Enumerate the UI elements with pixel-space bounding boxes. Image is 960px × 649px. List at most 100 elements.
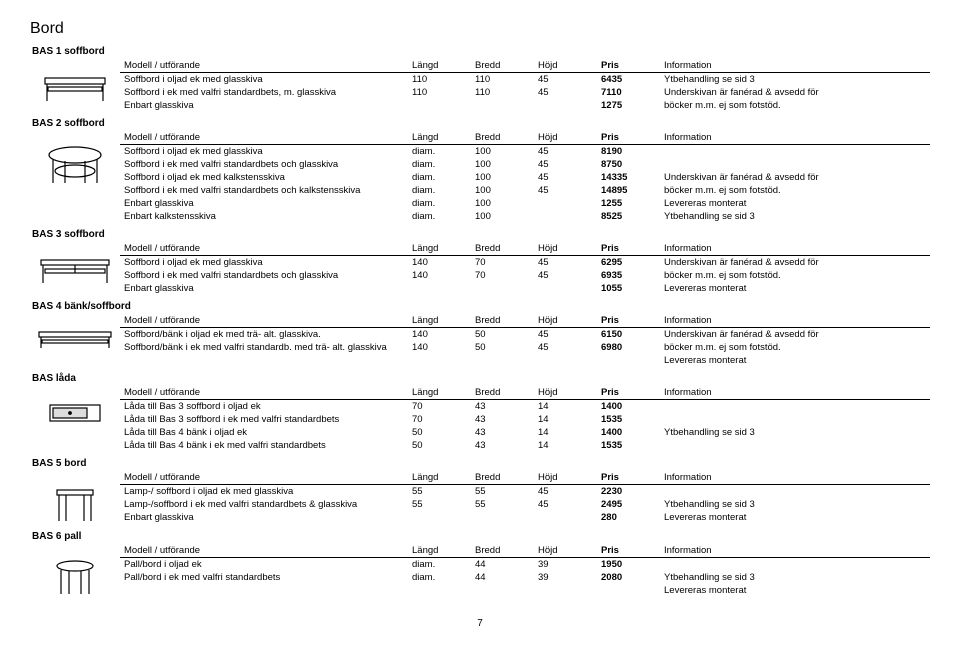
column-header: Information <box>660 242 930 256</box>
section-title: BAS 5 bord <box>30 458 930 469</box>
cell: 43 <box>471 413 534 426</box>
column-header: Höjd <box>534 242 597 256</box>
product-table: Modell / utförandeLängdBreddHöjdPrisInfo… <box>120 314 930 367</box>
cell: 45 <box>534 485 597 499</box>
table-row: Låda till Bas 3 soffbord i ek med valfri… <box>120 413 930 426</box>
cell <box>408 584 471 597</box>
column-header: Längd <box>408 386 471 400</box>
cell: 14 <box>534 426 597 439</box>
cell: 1535 <box>597 413 660 426</box>
cell: 110 <box>408 73 471 87</box>
column-header: Information <box>660 59 930 73</box>
column-header: Pris <box>597 544 660 558</box>
cell: 140 <box>408 328 471 342</box>
cell: 45 <box>534 145 597 159</box>
cell <box>534 197 597 210</box>
column-header: Pris <box>597 471 660 485</box>
cell <box>660 158 930 171</box>
cell: 45 <box>534 328 597 342</box>
product-table: Modell / utförandeLängdBreddHöjdPrisInfo… <box>120 471 930 524</box>
cell: böcker m.m. ej som fotstöd. <box>660 184 930 197</box>
cell: Soffbord i ek med valfri standardbets, m… <box>120 86 408 99</box>
cell: Ytbehandling se sid 3 <box>660 426 930 439</box>
cell: Levereras monterat <box>660 511 930 524</box>
cell <box>534 354 597 367</box>
cell <box>471 511 534 524</box>
cell <box>660 558 930 572</box>
cell: 140 <box>408 341 471 354</box>
cell <box>660 413 930 426</box>
cell: 100 <box>471 197 534 210</box>
cell: 45 <box>534 171 597 184</box>
column-header: Information <box>660 386 930 400</box>
cell: 1055 <box>597 282 660 295</box>
cell: Soffbord i ek med valfri standardbets oc… <box>120 269 408 282</box>
table-row: Pall/bord i oljad ekdiam.44391950 <box>120 558 930 572</box>
column-header: Höjd <box>534 386 597 400</box>
column-header: Pris <box>597 386 660 400</box>
cell: Levereras monterat <box>660 354 930 367</box>
cell <box>534 99 597 112</box>
column-header: Modell / utförande <box>120 471 408 485</box>
column-header: Modell / utförande <box>120 386 408 400</box>
cell: Låda till Bas 3 soffbord i ek med valfri… <box>120 413 408 426</box>
cell: Ytbehandling se sid 3 <box>660 571 930 584</box>
cell: 45 <box>534 341 597 354</box>
section-title: BAS låda <box>30 373 930 384</box>
column-header: Höjd <box>534 544 597 558</box>
table-row: Soffbord i ek med valfri standardbets, m… <box>120 86 930 99</box>
cell: 100 <box>471 158 534 171</box>
cell <box>408 99 471 112</box>
furniture-icon <box>30 471 120 525</box>
cell: Soffbord i oljad ek med glasskiva <box>120 256 408 270</box>
cell <box>597 584 660 597</box>
cell: Soffbord/bänk i ek med valfri standardb.… <box>120 341 408 354</box>
cell: 39 <box>534 558 597 572</box>
cell: Levereras monterat <box>660 197 930 210</box>
column-header: Pris <box>597 242 660 256</box>
cell: böcker m.m. ej som fotstöd. <box>660 341 930 354</box>
table-row: Soffbord i oljad ek med kalkstensskivadi… <box>120 171 930 184</box>
table-row: Levereras monterat <box>120 354 930 367</box>
cell: Soffbord/bänk i oljad ek med trä- alt. g… <box>120 328 408 342</box>
cell: 70 <box>408 400 471 414</box>
cell: 44 <box>471 571 534 584</box>
cell: Soffbord i oljad ek med glasskiva <box>120 73 408 87</box>
cell: 8190 <box>597 145 660 159</box>
product-table: Modell / utförandeLängdBreddHöjdPrisInfo… <box>120 59 930 112</box>
cell: Underskivan är fanérad & avsedd för <box>660 256 930 270</box>
cell: 45 <box>534 86 597 99</box>
column-header: Bredd <box>471 242 534 256</box>
cell: 55 <box>471 498 534 511</box>
table-row: Levereras monterat <box>120 584 930 597</box>
cell: 45 <box>534 256 597 270</box>
column-header: Höjd <box>534 59 597 73</box>
column-header: Bredd <box>471 59 534 73</box>
cell: Underskivan är fanérad & avsedd för <box>660 171 930 184</box>
section-title: BAS 1 soffbord <box>30 46 930 57</box>
table-row: Enbart glasskiva1275böcker m.m. ej som f… <box>120 99 930 112</box>
cell: Enbart glasskiva <box>120 197 408 210</box>
cell <box>471 354 534 367</box>
cell <box>660 145 930 159</box>
table-row: Soffbord i ek med valfri standardbets oc… <box>120 184 930 197</box>
cell <box>471 282 534 295</box>
cell <box>534 584 597 597</box>
cell: 55 <box>408 498 471 511</box>
table-row: Soffbord i oljad ek med glasskiva1101104… <box>120 73 930 87</box>
cell: 44 <box>471 558 534 572</box>
cell: 100 <box>471 145 534 159</box>
cell: Pall/bord i oljad ek <box>120 558 408 572</box>
product-table: Modell / utförandeLängdBreddHöjdPrisInfo… <box>120 386 930 452</box>
cell: 45 <box>534 498 597 511</box>
cell: 55 <box>408 485 471 499</box>
cell: 1255 <box>597 197 660 210</box>
column-header: Bredd <box>471 314 534 328</box>
cell: 110 <box>471 73 534 87</box>
cell: 2230 <box>597 485 660 499</box>
cell: böcker m.m. ej som fotstöd. <box>660 269 930 282</box>
cell: Soffbord i oljad ek med kalkstensskiva <box>120 171 408 184</box>
column-header: Bredd <box>471 131 534 145</box>
cell: Levereras monterat <box>660 584 930 597</box>
column-header: Höjd <box>534 314 597 328</box>
